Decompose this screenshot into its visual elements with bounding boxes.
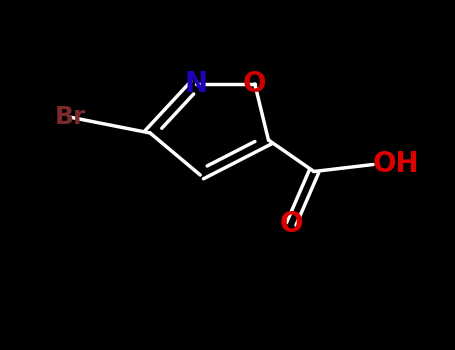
Text: O: O: [279, 210, 303, 238]
Text: OH: OH: [373, 150, 420, 178]
Text: N: N: [184, 70, 207, 98]
Text: O: O: [243, 70, 267, 98]
Text: Br: Br: [55, 105, 86, 129]
